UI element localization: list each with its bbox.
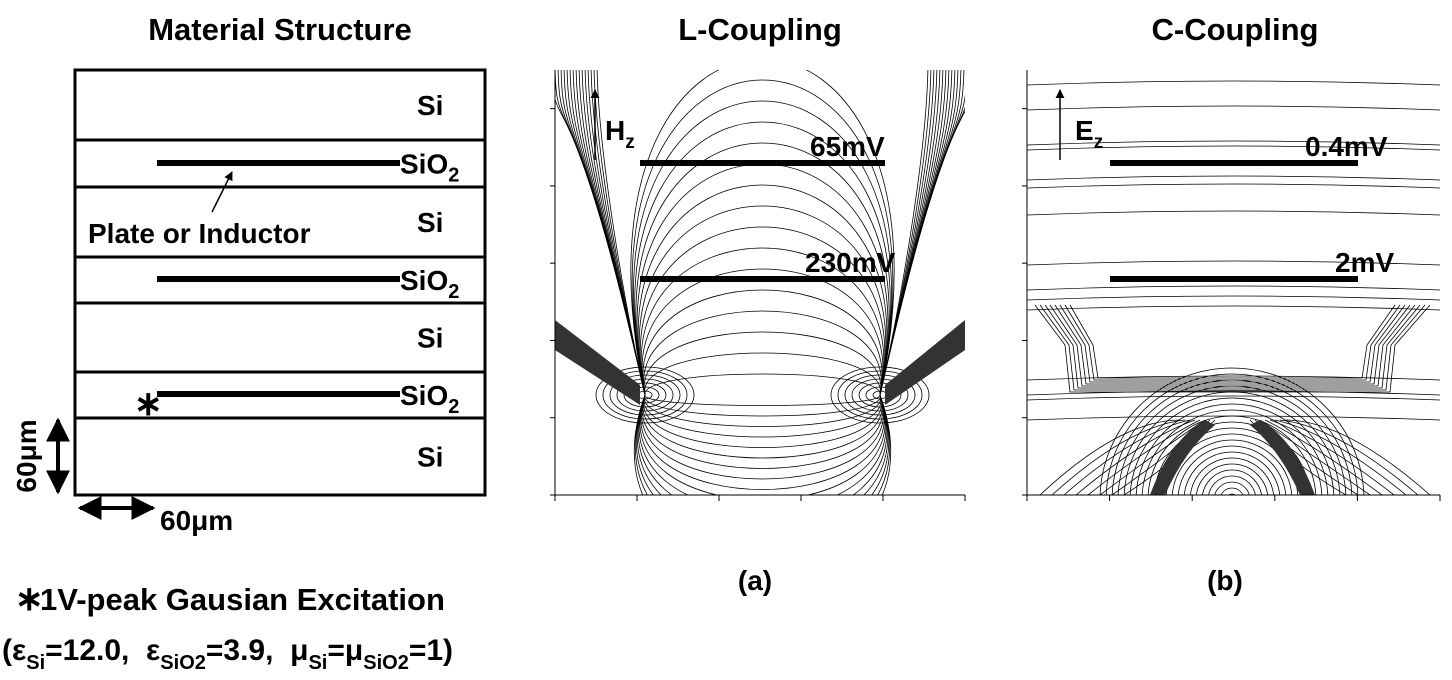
- contour: [1027, 106, 1440, 110]
- layer-label: Si: [417, 207, 443, 238]
- figure: Material Structure L-Coupling C-Coupling…: [0, 0, 1452, 680]
- contour: [641, 395, 885, 490]
- param-text: (ε: [2, 634, 26, 667]
- material-structure: Plate or Inductor ∗ 60μm 60μm SiSiO2SiSi…: [11, 70, 485, 536]
- layer-sub: 2: [448, 165, 459, 187]
- param-sub: Si: [308, 652, 327, 674]
- excitation-text: 1V-peak Gausian Excitation: [40, 582, 445, 617]
- layer-name: Si: [417, 90, 443, 121]
- layer-name: Si: [417, 207, 443, 238]
- contour: [639, 206, 886, 395]
- scale-horizontal: 60μm: [160, 505, 233, 536]
- voltage-label: 65mV: [810, 131, 885, 162]
- param-sub: Si: [26, 652, 45, 674]
- contour: [1045, 305, 1420, 388]
- dense-band: [1250, 420, 1315, 495]
- contour: [1148, 416, 1316, 584]
- layer-label: SiO2: [400, 380, 459, 418]
- contour: [1027, 296, 1440, 300]
- field-label: Hz: [605, 115, 635, 153]
- param-sub: SiO2: [363, 652, 409, 674]
- contour: [1214, 482, 1250, 518]
- field-label: Ez: [1075, 115, 1103, 153]
- layer-name: Si: [417, 323, 443, 354]
- layer-name: SiO: [400, 149, 448, 180]
- contour: [635, 395, 889, 553]
- caption: (a): [738, 565, 772, 596]
- contour: [1202, 470, 1262, 530]
- caption: (b): [1207, 565, 1243, 596]
- panel-title: C-Coupling: [1151, 12, 1318, 47]
- layer-name: SiO: [400, 265, 448, 296]
- panel-title: L-Coupling: [678, 12, 842, 47]
- contour: [1184, 452, 1280, 548]
- contour: [1226, 494, 1238, 506]
- contour: [637, 395, 888, 532]
- layer-sub: 2: [448, 396, 459, 418]
- layer-name: SiO: [400, 380, 448, 411]
- voltage-label: 230mV: [805, 247, 896, 278]
- layer-name: Si: [417, 442, 443, 473]
- dense-band: [555, 320, 640, 405]
- contour: [1027, 176, 1440, 180]
- field-sub: z: [625, 132, 635, 153]
- contour: [1055, 305, 1410, 384]
- contour: [1070, 305, 1395, 378]
- contour: [1065, 305, 1400, 380]
- contour: [1027, 211, 1440, 215]
- contour: [639, 395, 886, 511]
- l-coupling-plot: Hz 65mV 230mV (a): [550, 59, 973, 596]
- plate-label: Plate or Inductor: [88, 218, 311, 249]
- contour: [1190, 458, 1274, 542]
- contour: [1027, 184, 1440, 188]
- contour: [632, 80, 893, 395]
- field-sub: z: [1094, 132, 1104, 153]
- field-base: E: [1075, 115, 1094, 146]
- parameters: (εSi=12.0, εSiO2=3.9, μSi=μSiO2=1): [2, 634, 453, 674]
- layer-label: Si: [417, 442, 443, 473]
- contour: [579, 60, 645, 395]
- layer-label: Si: [417, 323, 443, 354]
- c-coupling-plot: Ez 0.4mV 2mV (b): [1022, 70, 1440, 632]
- dense-band: [885, 320, 965, 405]
- contour: [1196, 464, 1268, 536]
- param-text: =1): [409, 634, 453, 667]
- contour: [1220, 488, 1244, 512]
- layer-label: SiO2: [400, 265, 459, 303]
- param-text: =μ: [327, 634, 363, 667]
- contour: [1027, 416, 1440, 420]
- param-text: =3.9, μ: [206, 634, 309, 667]
- contour: [645, 374, 880, 395]
- panel-title: Material Structure: [148, 12, 412, 47]
- contour: [642, 395, 883, 469]
- voltage-label: 2mV: [1335, 247, 1394, 278]
- contour: [1027, 306, 1440, 310]
- contour: [1027, 286, 1440, 290]
- param-text: =12.0, ε: [45, 634, 160, 667]
- field-base: H: [605, 115, 625, 146]
- scale-vertical: 60μm: [11, 419, 42, 492]
- layer-label: SiO2: [400, 149, 459, 187]
- param-sub: SiO2: [160, 652, 206, 674]
- layer-sub: 2: [448, 281, 459, 303]
- layer-label: Si: [417, 90, 443, 121]
- contour: [1178, 446, 1286, 554]
- contour: [1027, 81, 1440, 85]
- voltage-label: 0.4mV: [1305, 131, 1388, 162]
- contour: [1060, 305, 1405, 382]
- contour: [1208, 476, 1256, 524]
